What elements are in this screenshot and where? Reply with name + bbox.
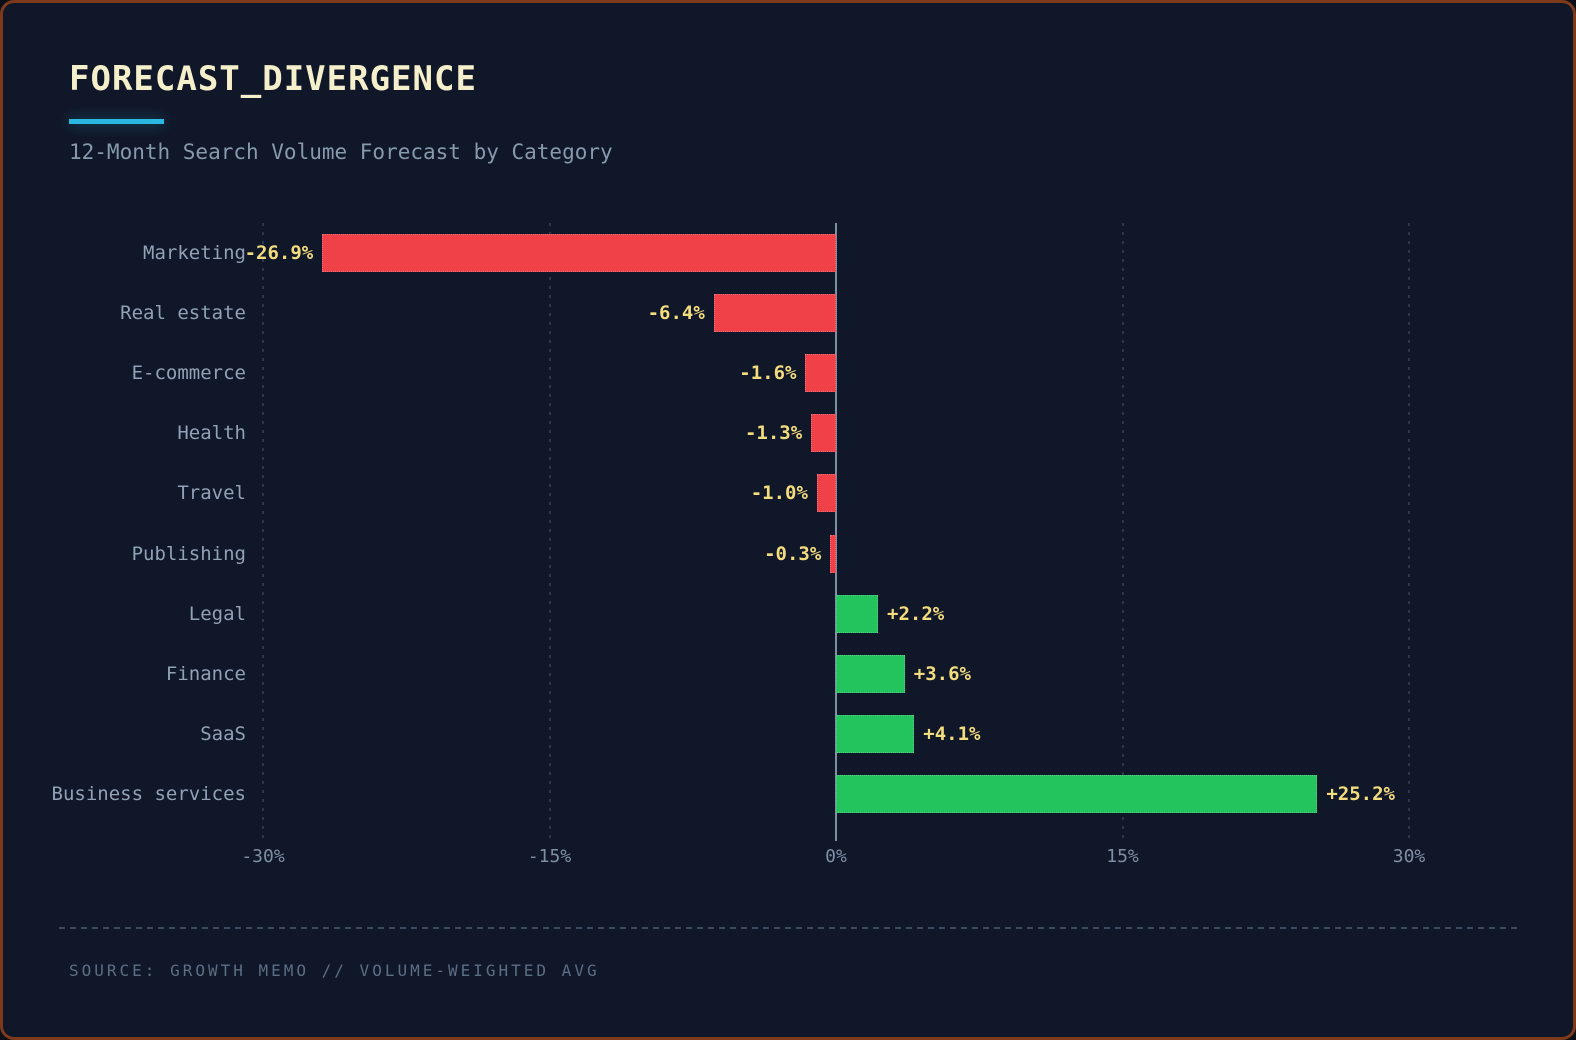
category-label-travel: Travel bbox=[177, 482, 246, 505]
x-tick-label--15: -15% bbox=[527, 846, 572, 867]
bar-marketing bbox=[322, 234, 836, 273]
gridline-30 bbox=[1408, 223, 1410, 838]
bar-legal bbox=[836, 594, 879, 633]
value-label-finance: +3.6% bbox=[913, 662, 971, 685]
category-label-saas: SaaS bbox=[200, 722, 246, 745]
category-label-business-services: Business services bbox=[51, 782, 246, 805]
x-tick-label-0: 0% bbox=[825, 846, 847, 867]
value-label-publishing: -0.3% bbox=[764, 542, 822, 565]
x-tick-label-15: 15% bbox=[1106, 846, 1139, 867]
bar-health bbox=[811, 414, 836, 453]
source-note: SOURCE: GROWTH MEMO // VOLUME-WEIGHTED A… bbox=[69, 961, 600, 980]
value-label-business-services: +25.2% bbox=[1326, 782, 1395, 805]
chart-subtitle: 12-Month Search Volume Forecast by Categ… bbox=[69, 140, 613, 164]
category-label-health: Health bbox=[177, 422, 246, 445]
gridline--30 bbox=[262, 223, 264, 838]
category-label-finance: Finance bbox=[165, 662, 246, 685]
bar-business-services bbox=[836, 774, 1318, 813]
chart-title: FORECAST_DIVERGENCE bbox=[69, 59, 477, 99]
x-tick-label-30: 30% bbox=[1392, 846, 1426, 867]
bar-e-commerce bbox=[805, 354, 836, 393]
category-label-legal: Legal bbox=[188, 602, 246, 625]
value-label-e-commerce: -1.6% bbox=[739, 362, 797, 385]
category-label-marketing: Marketing bbox=[143, 242, 246, 265]
bar-real-estate bbox=[713, 294, 836, 333]
value-label-marketing: -26.9% bbox=[244, 242, 314, 265]
bar-saas bbox=[836, 714, 915, 753]
value-label-health: -1.3% bbox=[744, 422, 803, 445]
bar-publishing bbox=[830, 534, 836, 573]
category-label-e-commerce: E-commerce bbox=[131, 362, 246, 385]
footer-divider bbox=[59, 927, 1521, 929]
category-label-publishing: Publishing bbox=[131, 542, 246, 565]
value-label-real-estate: -6.4% bbox=[647, 302, 705, 325]
category-label-real-estate: Real estate bbox=[120, 302, 246, 325]
bar-travel bbox=[816, 474, 836, 513]
value-label-saas: +4.1% bbox=[923, 722, 981, 745]
bar-finance bbox=[836, 654, 905, 693]
value-label-travel: -1.0% bbox=[750, 482, 808, 505]
zero-axis-line bbox=[835, 223, 837, 841]
plot-area: Marketing -26.9% Real estate -6.4% E-commerc… bbox=[52, 223, 1425, 867]
value-label-legal: +2.2% bbox=[887, 602, 945, 625]
x-tick-label--30: -30% bbox=[241, 846, 285, 867]
title-accent-underline bbox=[69, 119, 164, 124]
gridline--15 bbox=[548, 223, 551, 838]
gridline-15 bbox=[1121, 223, 1124, 838]
